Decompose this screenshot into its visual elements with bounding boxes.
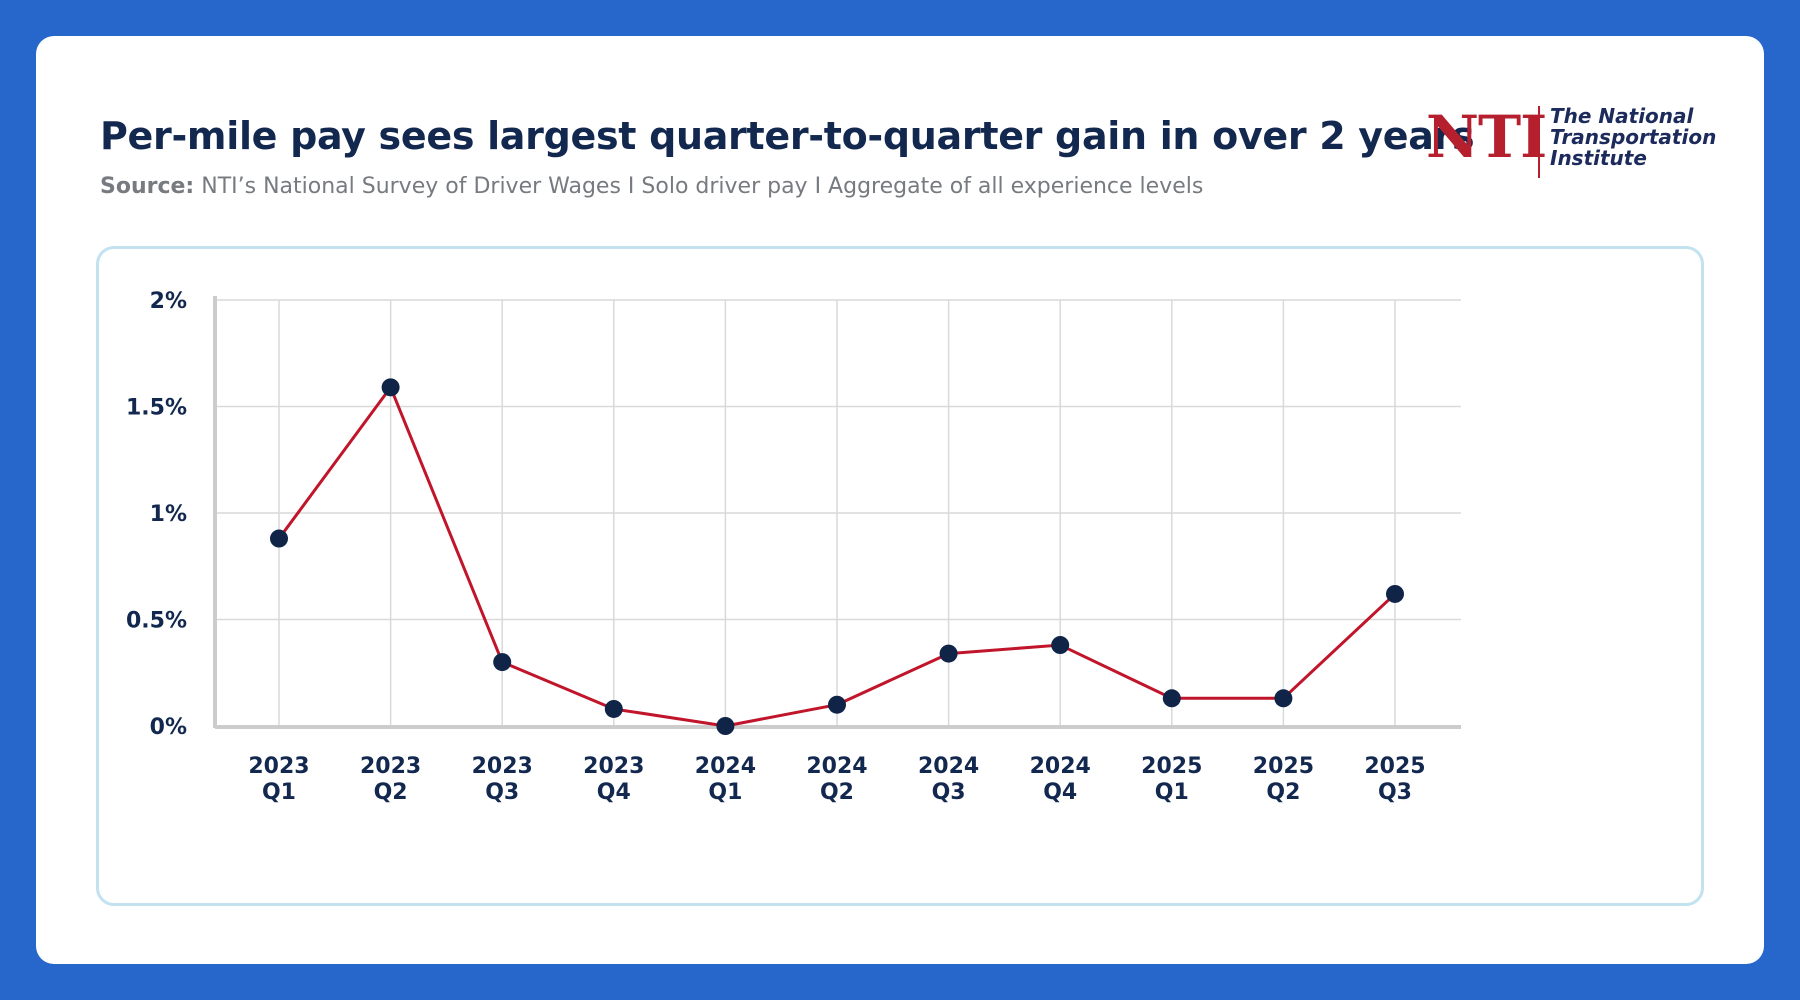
x-tick-year: 2024 (695, 754, 756, 779)
x-tick-quarter: Q3 (932, 780, 966, 805)
chart-title: Per-mile pay sees largest quarter-to-qua… (100, 114, 1475, 158)
x-tick-label: 2025 Q3 (1364, 754, 1425, 805)
x-tick-year: 2024 (806, 754, 867, 779)
x-tick-year: 2023 (472, 754, 533, 779)
source-text: NTI’s National Survey of Driver Wages I … (201, 174, 1204, 199)
x-tick-year: 2024 (918, 754, 979, 779)
data-point (939, 644, 958, 663)
x-tick-quarter: Q2 (374, 780, 408, 805)
x-tick-quarter: Q3 (485, 780, 519, 805)
data-point (270, 529, 288, 548)
data-point (493, 653, 512, 672)
x-tick-year: 2025 (1253, 754, 1314, 779)
x-tick-year: 2025 (1141, 754, 1202, 779)
x-tick-label: 2023 Q4 (583, 754, 644, 805)
chart-panel: 0% 0.5% 1% 1.5% 2% 2023 Q1 2023 Q2 2023 Q3 2023 Q4 20… (96, 246, 1704, 906)
x-tick-quarter: Q1 (1155, 780, 1189, 805)
x-tick-year: 2025 (1364, 754, 1425, 779)
x-tick-quarter: Q1 (262, 780, 296, 805)
x-tick-year: 2023 (583, 754, 644, 779)
logo-line-3: Institute (1550, 146, 1647, 170)
logo-line-1: The National (1550, 104, 1694, 128)
logo-line-2: Transportation (1550, 125, 1717, 149)
data-point (1386, 584, 1404, 603)
data-point (1274, 689, 1293, 708)
source-label: Source: (100, 174, 195, 199)
x-tick-quarter: Q4 (597, 780, 631, 805)
x-tick-quarter: Q4 (1043, 780, 1077, 805)
x-tick-quarter: Q3 (1378, 780, 1412, 805)
x-tick-label: 2025 Q2 (1253, 754, 1314, 805)
y-tick-label: 2% (150, 289, 187, 314)
chart-card: Per-mile pay sees largest quarter-to-qua… (36, 36, 1764, 964)
data-point (716, 717, 735, 735)
x-tick-label: 2024 Q3 (918, 754, 979, 805)
x-tick-year: 2023 (360, 754, 421, 779)
data-point (1162, 689, 1181, 708)
logo-mark: NTI (1426, 103, 1547, 171)
x-tick-label: 2024 Q4 (1030, 754, 1091, 805)
x-tick-quarter: Q2 (820, 780, 854, 805)
x-tick-label: 2024 Q2 (806, 754, 867, 805)
data-point (604, 699, 623, 718)
y-tick-label: 1.5% (126, 396, 187, 421)
logo-divider (1538, 106, 1540, 178)
nti-logo: NTI The National Transportation Institut… (1426, 102, 1726, 182)
x-tick-quarter: Q1 (708, 780, 742, 805)
y-tick-label: 0.5% (126, 609, 187, 634)
logo-wordmark: The National Transportation Institute (1550, 106, 1716, 169)
x-tick-quarter: Q2 (1266, 780, 1300, 805)
data-point (381, 378, 400, 397)
x-tick-year: 2023 (248, 754, 309, 779)
x-tick-label: 2024 Q1 (695, 754, 756, 805)
data-point (828, 695, 846, 714)
x-tick-label: 2023 Q1 (248, 754, 309, 805)
x-tick-label: 2023 Q2 (360, 754, 421, 805)
chart-subtitle: Source: NTI’s National Survey of Driver … (100, 174, 1203, 199)
x-tick-label: 2025 Q1 (1141, 754, 1202, 805)
x-tick-year: 2024 (1030, 754, 1091, 779)
y-tick-label: 0% (150, 715, 187, 740)
y-tick-label: 1% (150, 502, 187, 527)
data-point (1051, 636, 1070, 655)
x-tick-label: 2023 Q3 (472, 754, 533, 805)
